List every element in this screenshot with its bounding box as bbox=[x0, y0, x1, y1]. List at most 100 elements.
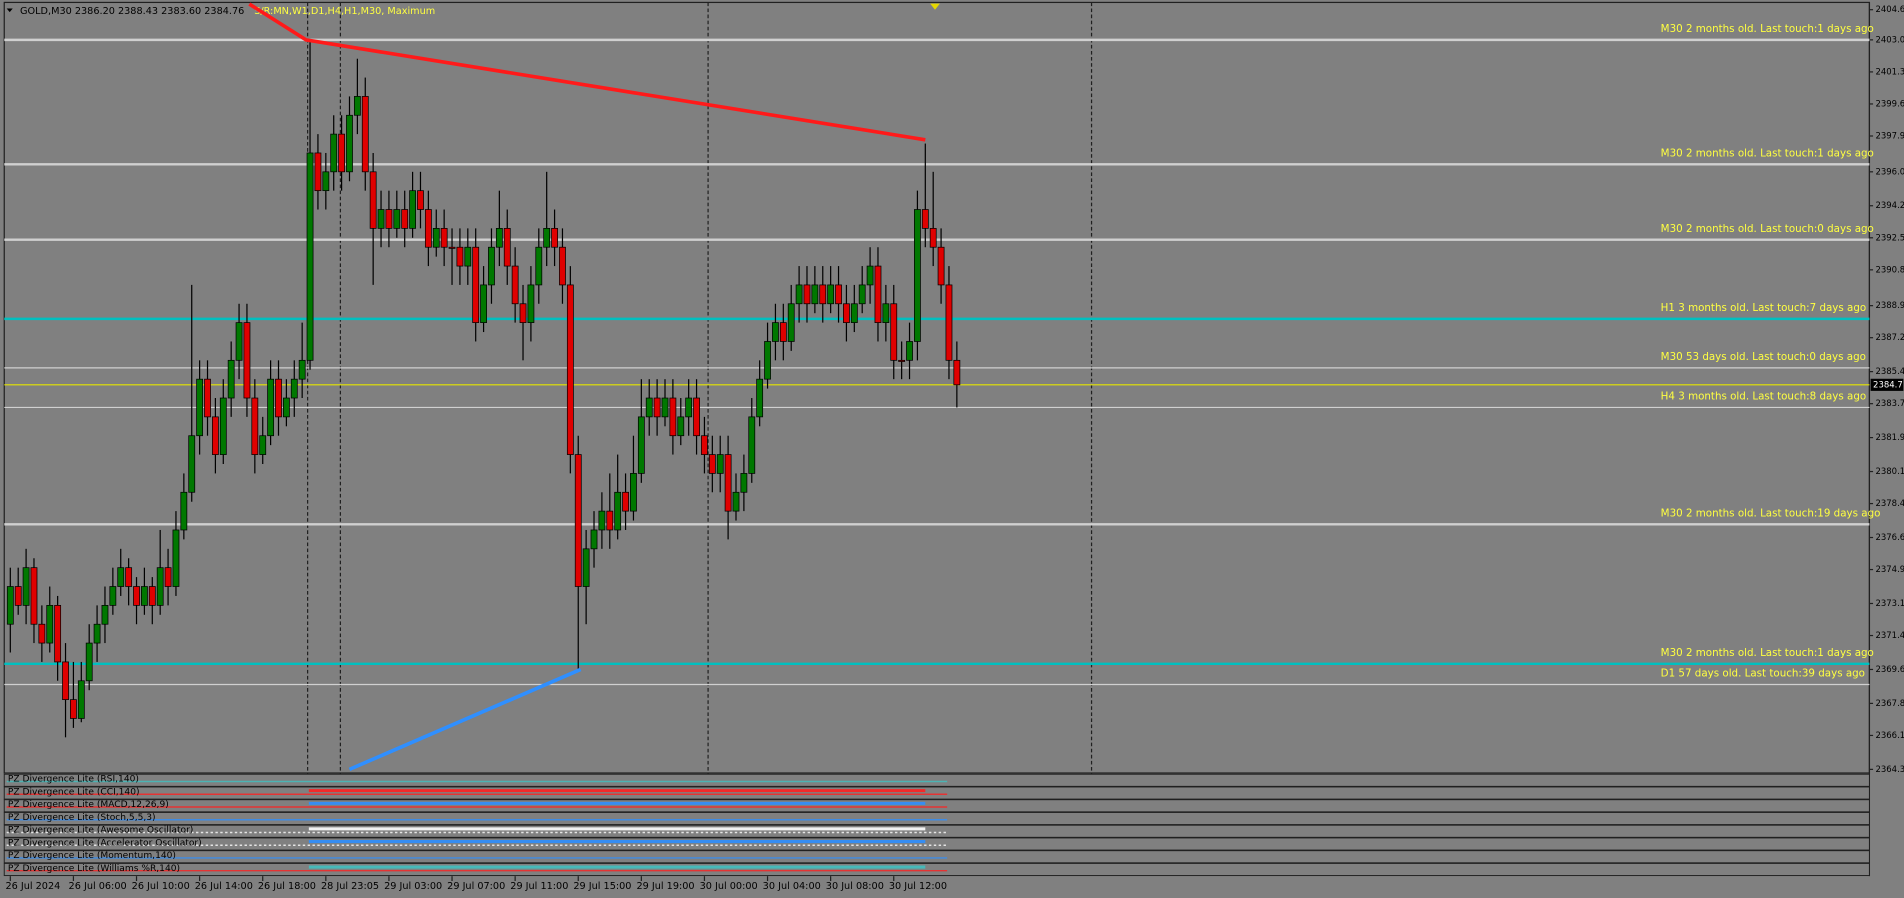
x-tick-label: 29 Jul 19:00 bbox=[636, 881, 694, 892]
candle-body bbox=[38, 623, 46, 644]
candle-body bbox=[519, 303, 527, 323]
y-tick-label: 2396.0 bbox=[1875, 167, 1904, 177]
candle-body bbox=[346, 114, 353, 173]
candle-body bbox=[156, 567, 164, 606]
indicator-panel bbox=[3, 799, 1870, 813]
y-tick-label: 2404.6 bbox=[1875, 5, 1904, 15]
x-tick-label: 29 Jul 15:00 bbox=[573, 881, 631, 892]
candle-body bbox=[827, 284, 835, 305]
candle-body bbox=[661, 397, 669, 418]
subtitle: S/R:MN,W1,D1,H4,H1,M30, Maximum bbox=[254, 6, 435, 17]
candle-body bbox=[630, 473, 637, 512]
indicator-panel bbox=[3, 862, 1870, 877]
candle-body bbox=[779, 322, 787, 342]
candle-body bbox=[401, 209, 409, 229]
candle-body bbox=[527, 284, 535, 323]
candle-body bbox=[30, 567, 38, 625]
candle-body bbox=[645, 397, 653, 418]
y-tick-label: 2378.4 bbox=[1875, 499, 1904, 509]
candle-body bbox=[511, 265, 519, 305]
candle-body bbox=[795, 284, 803, 305]
candle-body bbox=[251, 397, 259, 455]
candle-body bbox=[953, 359, 961, 386]
candle-body bbox=[85, 642, 93, 682]
candle-body bbox=[330, 133, 338, 173]
trendline bbox=[348, 667, 582, 772]
candle-body bbox=[448, 246, 456, 249]
candle-body bbox=[290, 378, 298, 399]
title-arrow bbox=[6, 8, 13, 13]
candle-body bbox=[693, 397, 700, 437]
y-tick-label: 2381.9 bbox=[1875, 433, 1904, 443]
candle-body bbox=[843, 303, 850, 323]
chart-title: GOLD,M30 2386.20 2388.43 2383.60 2384.76 bbox=[20, 6, 244, 17]
candle-body bbox=[77, 680, 85, 719]
candle-body bbox=[669, 397, 677, 437]
x-tick-label: 30 Jul 12:00 bbox=[889, 881, 947, 892]
candle-body bbox=[204, 378, 211, 418]
y-tick-label: 2403.0 bbox=[1875, 35, 1904, 45]
sr-label: H4 3 months old. Last touch:8 days ago bbox=[1661, 391, 1866, 403]
candle-body bbox=[227, 359, 235, 399]
candle-body bbox=[890, 303, 898, 361]
x-tick-label: 26 Jul 10:00 bbox=[132, 881, 190, 892]
candle-body bbox=[196, 378, 204, 437]
candle-body bbox=[393, 209, 401, 229]
candle-body bbox=[906, 341, 913, 361]
candle-body bbox=[574, 454, 582, 587]
y-tick-label: 2392.5 bbox=[1875, 233, 1904, 243]
candle-body bbox=[898, 359, 906, 362]
candle-body bbox=[582, 548, 590, 587]
candle-body bbox=[338, 133, 346, 173]
trendline bbox=[248, 2, 926, 142]
x-tick-label: 29 Jul 07:00 bbox=[447, 881, 505, 892]
y-tick-label: 2397.9 bbox=[1875, 132, 1904, 142]
y-tick-label: 2369.6 bbox=[1875, 665, 1904, 675]
candle-body bbox=[361, 96, 369, 173]
x-tick-label: 26 Jul 2024 bbox=[5, 881, 60, 892]
indicator-label: PZ Divergence Lite (Accelerator Oscillat… bbox=[8, 838, 202, 848]
indicator-panel bbox=[3, 850, 1870, 864]
y-tick-label: 2367.8 bbox=[1875, 699, 1904, 709]
candle-body bbox=[172, 529, 180, 587]
candle-body bbox=[322, 171, 330, 192]
candle-body bbox=[456, 246, 464, 267]
candle-body bbox=[164, 567, 172, 587]
y-tick-label: 2364.3 bbox=[1875, 765, 1904, 775]
indicator-label: PZ Divergence Lite (RSI,140) bbox=[8, 775, 139, 785]
x-tick-label: 29 Jul 11:00 bbox=[510, 881, 568, 892]
candle-body bbox=[440, 228, 448, 248]
indicator-label: PZ Divergence Lite (Williams %R,140) bbox=[8, 864, 180, 874]
candle-body bbox=[866, 265, 874, 286]
y-tick-label: 2380.1 bbox=[1875, 467, 1904, 477]
y-tick-label: 2401.3 bbox=[1875, 67, 1904, 77]
candle-body bbox=[811, 284, 819, 305]
candle-body bbox=[787, 303, 795, 342]
sr-label: M30 53 days old. Last touch:0 days ago bbox=[1661, 351, 1866, 363]
candle-body bbox=[109, 586, 117, 606]
candle-body bbox=[732, 491, 740, 512]
candle-body bbox=[598, 510, 606, 531]
y-tick-label: 2373.1 bbox=[1875, 599, 1904, 609]
candle-body bbox=[93, 623, 101, 644]
candle-body bbox=[535, 246, 543, 286]
candle-body bbox=[819, 284, 827, 305]
candle-body bbox=[637, 416, 645, 474]
y-tick-label: 2388.9 bbox=[1875, 301, 1904, 311]
candle-body bbox=[377, 209, 385, 229]
candle-body bbox=[937, 246, 945, 286]
y-tick-label: 2387.2 bbox=[1875, 333, 1904, 343]
candle-body bbox=[701, 435, 708, 455]
candle-body bbox=[503, 228, 511, 267]
candle-body bbox=[606, 510, 614, 531]
candle-body bbox=[488, 246, 495, 286]
y-tick-label: 2374.9 bbox=[1875, 565, 1904, 575]
indicator-label: PZ Divergence Lite (Momentum,140) bbox=[8, 851, 176, 861]
y-tick-label: 2371.4 bbox=[1875, 631, 1904, 641]
sr-label: H1 3 months old. Last touch:7 days ago bbox=[1661, 302, 1866, 314]
candle-body bbox=[803, 284, 811, 305]
candle-body bbox=[141, 586, 148, 606]
indicator-panel bbox=[3, 773, 1870, 787]
candle-body bbox=[219, 397, 227, 455]
